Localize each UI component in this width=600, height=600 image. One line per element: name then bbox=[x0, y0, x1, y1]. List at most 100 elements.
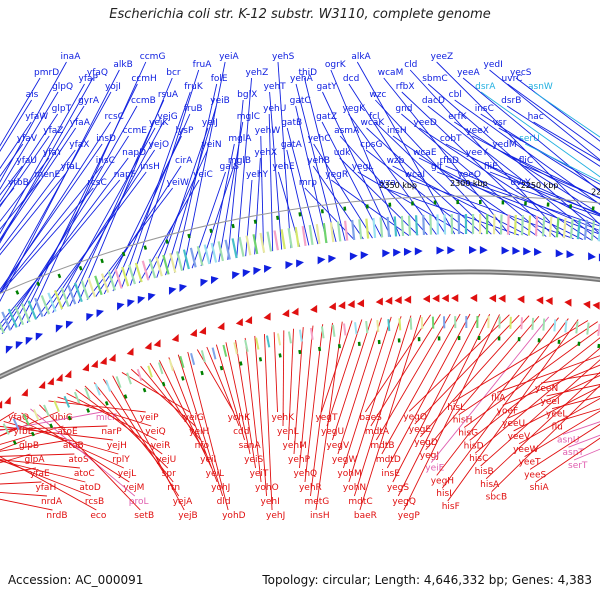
forward-gene-label: yfaV bbox=[17, 134, 38, 144]
feature-block bbox=[320, 326, 325, 339]
forward-gene-arrow bbox=[127, 299, 135, 308]
forward-gene-label: dcd bbox=[343, 74, 359, 84]
forward-gene-arrow bbox=[200, 278, 209, 287]
reverse-gene-label: hisL bbox=[447, 403, 465, 413]
reverse-gene-label: mdtC bbox=[348, 497, 372, 507]
feature-block bbox=[233, 342, 238, 355]
forward-gene-line bbox=[0, 179, 41, 230]
forward-gene-line bbox=[0, 69, 120, 303]
reverse-gene-arrow bbox=[0, 400, 3, 409]
scale-tick bbox=[86, 408, 91, 413]
forward-gene-line bbox=[507, 83, 600, 152]
reverse-gene-label: yohO bbox=[255, 483, 279, 493]
feature-block bbox=[27, 300, 38, 320]
feature-block bbox=[398, 318, 402, 331]
feature-block bbox=[597, 323, 600, 336]
feature-block bbox=[287, 331, 292, 344]
forward-gene-label: wza bbox=[378, 178, 396, 188]
feature-block bbox=[298, 329, 303, 342]
forward-gene-label: dsrA bbox=[475, 82, 496, 92]
feature-block bbox=[422, 214, 426, 235]
reverse-gene-label: yehQ bbox=[293, 469, 317, 479]
forward-gene-label: yfaX bbox=[69, 140, 89, 150]
reverse-gene-line bbox=[57, 396, 152, 427]
forward-gene-arrow bbox=[469, 246, 477, 255]
reverse-gene-label: spr bbox=[162, 469, 176, 479]
forward-gene-label: asmA bbox=[334, 126, 360, 136]
forward-gene-line bbox=[77, 77, 173, 304]
reverse-gene-line bbox=[562, 421, 600, 435]
forward-gene-label: mglA bbox=[228, 134, 252, 144]
reverse-gene-label: glpA bbox=[24, 455, 45, 465]
forward-gene-label: cbl bbox=[449, 90, 462, 100]
feature-block bbox=[211, 347, 217, 360]
forward-gene-line bbox=[357, 171, 465, 235]
feature-block bbox=[94, 383, 101, 396]
outer-scale-arc bbox=[0, 195, 600, 294]
forward-gene-label: yfaZ bbox=[43, 126, 63, 136]
reverse-gene-arrow bbox=[199, 326, 207, 335]
feature-block bbox=[343, 323, 347, 336]
reverse-gene-label: hisA bbox=[480, 480, 500, 490]
feature-block bbox=[436, 214, 440, 235]
forward-gene-label: asnW bbox=[528, 82, 553, 92]
forward-gene-label: gatZ bbox=[316, 112, 337, 122]
position-label: 2200 kbp bbox=[591, 187, 600, 196]
forward-gene-label: thiD bbox=[298, 68, 317, 78]
forward-gene-label: yeeX bbox=[466, 126, 489, 136]
scale-tick bbox=[67, 415, 72, 421]
feature-block bbox=[287, 228, 293, 249]
reverse-gene-line bbox=[392, 313, 481, 483]
feature-block bbox=[40, 295, 51, 315]
feature-block bbox=[586, 322, 590, 335]
reverse-gene-line bbox=[502, 364, 600, 406]
reverse-gene-line bbox=[463, 327, 600, 428]
feature-block bbox=[34, 297, 44, 318]
reverse-gene-label: yeeT bbox=[519, 458, 541, 468]
reverse-gene-label: rplY bbox=[112, 455, 130, 465]
forward-gene-label: yehX bbox=[254, 148, 277, 158]
reverse-gene-arrow bbox=[422, 294, 430, 303]
feature-block bbox=[379, 217, 384, 238]
reverse-gene-line bbox=[215, 344, 246, 441]
forward-gene-arrow bbox=[148, 292, 156, 301]
scale-tick bbox=[49, 423, 54, 429]
feature-block bbox=[136, 368, 143, 381]
reverse-gene-line bbox=[480, 359, 600, 467]
reverse-gene-label: yeeV bbox=[508, 432, 531, 442]
reverse-gene-label: yohN bbox=[343, 483, 366, 493]
scale-tick bbox=[123, 394, 128, 399]
feature-block bbox=[575, 321, 579, 334]
reverse-gene-label: atoE bbox=[57, 427, 78, 437]
reverse-gene-label: nfo bbox=[195, 441, 210, 451]
reverse-gene-arrow bbox=[451, 294, 459, 303]
forward-gene-arrow bbox=[35, 332, 44, 341]
forward-gene-label: yfaL bbox=[61, 162, 80, 172]
feature-block bbox=[2, 423, 10, 435]
forward-gene-label: gyrA bbox=[78, 96, 100, 106]
feature-block bbox=[20, 303, 31, 323]
forward-gene-line bbox=[0, 113, 59, 203]
reverse-gene-arrow bbox=[47, 377, 54, 386]
scale-tick bbox=[165, 239, 169, 244]
forward-gene-label: yeiC bbox=[193, 170, 213, 180]
reverse-gene-arrow bbox=[153, 339, 161, 348]
reverse-gene-arrow bbox=[235, 318, 243, 327]
feature-block bbox=[155, 256, 163, 277]
forward-gene-arrow bbox=[232, 271, 240, 280]
reverse-gene-line bbox=[21, 412, 130, 483]
reverse-gene-line bbox=[513, 386, 600, 432]
reverse-gene-arrow bbox=[310, 304, 318, 313]
forward-gene-line bbox=[418, 157, 583, 240]
forward-gene-label: yeiB bbox=[210, 96, 230, 106]
reverse-gene-line bbox=[507, 374, 600, 419]
reverse-gene-line bbox=[0, 467, 37, 475]
reverse-gene-label: atoD bbox=[79, 483, 101, 493]
reverse-gene-arrow bbox=[189, 329, 197, 338]
reverse-gene-arrow bbox=[441, 294, 449, 303]
reverse-gene-arrow bbox=[99, 356, 107, 365]
feature-block bbox=[407, 215, 412, 236]
feature-block bbox=[107, 271, 116, 291]
forward-gene-arrow bbox=[264, 264, 272, 273]
forward-gene-arrow bbox=[382, 249, 391, 258]
